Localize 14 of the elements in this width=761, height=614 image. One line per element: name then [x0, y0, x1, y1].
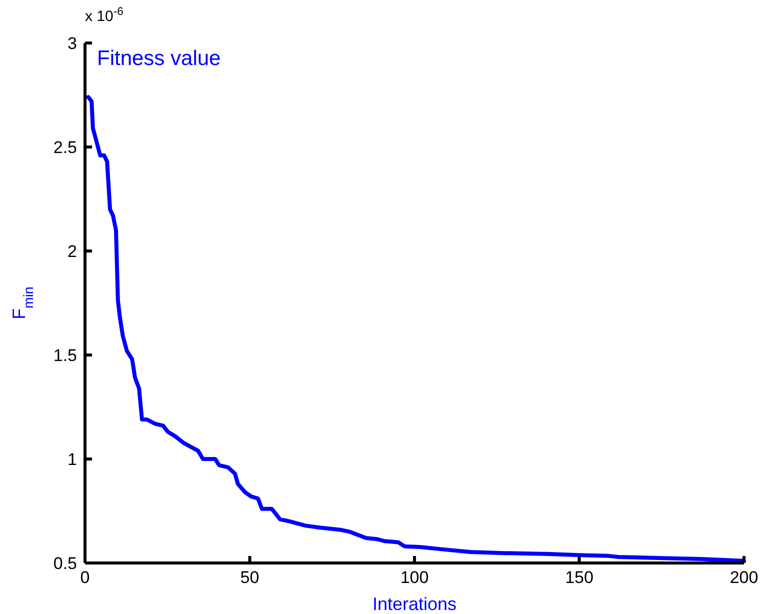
x-tick-label: 150 — [565, 568, 594, 587]
x-tick-label: 50 — [240, 568, 260, 587]
x-tick-label: 100 — [400, 568, 429, 587]
y-tick-label: 1 — [68, 450, 77, 469]
y-tick-label: 2 — [68, 242, 77, 261]
y-tick-label: 1.5 — [53, 346, 77, 365]
y-tick-label: 3 — [68, 34, 77, 53]
text: x 10$^{-6}$ — [85, 6, 124, 25]
x-tick-label: 0 — [80, 568, 90, 587]
x-axis-title: Interations — [372, 594, 457, 614]
chart-title: Fitness value — [97, 47, 221, 70]
y-tick-label: 0.5 — [53, 554, 77, 573]
y-tick-label: 2.5 — [53, 138, 77, 157]
x-tick-label: 200 — [730, 568, 758, 587]
